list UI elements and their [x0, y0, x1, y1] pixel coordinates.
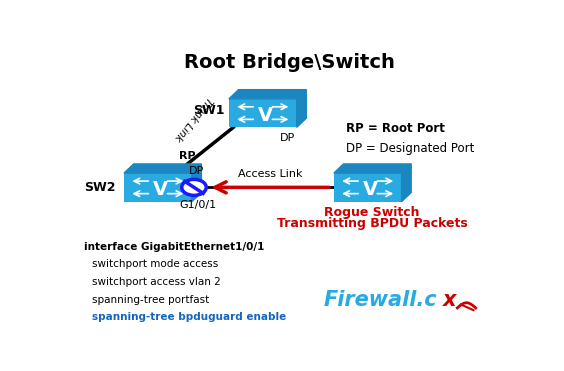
Text: switchport mode access: switchport mode access: [92, 259, 219, 269]
Text: V: V: [258, 106, 273, 125]
Bar: [229, 99, 297, 127]
Text: RP = Root Port: RP = Root Port: [346, 122, 445, 135]
Text: DP: DP: [188, 167, 204, 177]
Polygon shape: [192, 164, 201, 202]
Text: spanning-tree bpduguard enable: spanning-tree bpduguard enable: [92, 312, 287, 322]
Bar: [334, 173, 402, 202]
Text: SW1: SW1: [193, 104, 224, 117]
Polygon shape: [229, 90, 306, 99]
Text: switchport access vlan 2: switchport access vlan 2: [92, 277, 221, 287]
Polygon shape: [402, 164, 411, 202]
Text: spanning-tree portfast: spanning-tree portfast: [92, 295, 210, 305]
Text: Transmitting BPDU Packets: Transmitting BPDU Packets: [277, 217, 468, 230]
Text: V: V: [363, 180, 378, 199]
Polygon shape: [297, 90, 306, 127]
Polygon shape: [334, 164, 411, 173]
Text: Root Bridge\Switch: Root Bridge\Switch: [184, 53, 394, 72]
Text: DP = Designated Port: DP = Designated Port: [346, 142, 474, 155]
Polygon shape: [124, 164, 201, 173]
Bar: [124, 173, 192, 202]
Text: Firewall.c: Firewall.c: [324, 290, 438, 310]
Text: V: V: [153, 180, 168, 199]
Text: interface GigabitEthernet1/0/1: interface GigabitEthernet1/0/1: [83, 242, 264, 252]
Text: Trunk Link: Trunk Link: [172, 95, 214, 143]
Text: RP: RP: [179, 151, 195, 161]
Text: SW2: SW2: [84, 181, 115, 194]
Text: Access Link: Access Link: [238, 169, 303, 179]
Text: Rogue Switch: Rogue Switch: [324, 206, 420, 219]
Text: DP: DP: [280, 133, 295, 143]
Circle shape: [182, 179, 206, 196]
Text: x: x: [443, 290, 456, 310]
Text: G1/0/1: G1/0/1: [180, 200, 217, 210]
